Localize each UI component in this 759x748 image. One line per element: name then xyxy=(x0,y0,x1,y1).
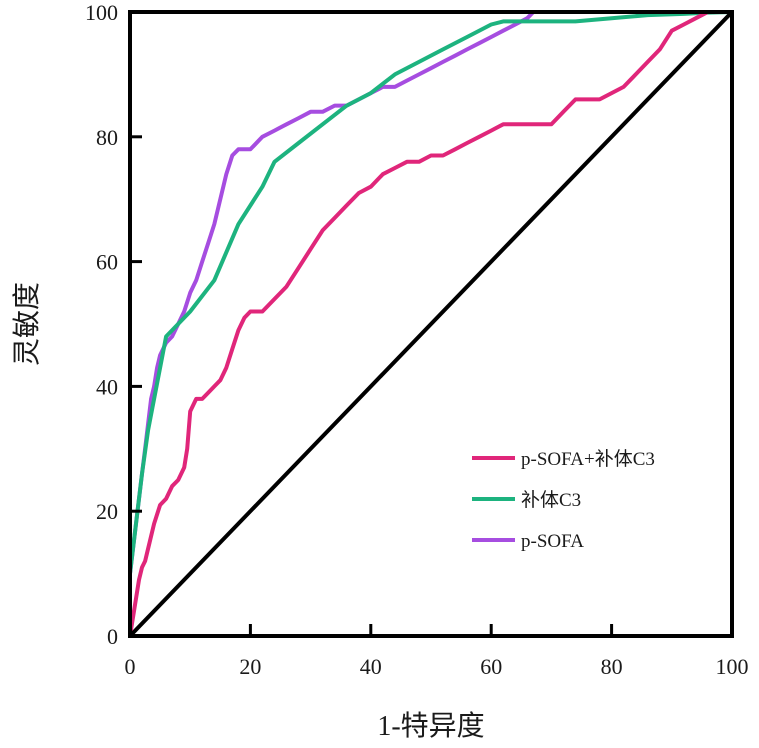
x-tick-label: 40 xyxy=(360,654,382,679)
reference-diagonal-line xyxy=(128,10,734,638)
plot-frame xyxy=(128,10,734,638)
y-tick-label: 100 xyxy=(85,0,118,25)
x-tick-label: 0 xyxy=(125,654,136,679)
y-tick-label: 0 xyxy=(107,624,118,649)
y-axis-ticks: 0 20 40 60 80 100 xyxy=(85,0,142,649)
legend-label: p-SOFA xyxy=(521,531,584,552)
x-tick-label: 60 xyxy=(480,654,502,679)
y-tick-label: 40 xyxy=(96,374,118,399)
series-line-补体C3 xyxy=(128,10,734,576)
legend-label: 补体C3 xyxy=(521,489,581,511)
x-tick-label: 100 xyxy=(716,654,749,679)
y-tick-label: 80 xyxy=(96,125,118,150)
x-tick-label: 20 xyxy=(239,654,261,679)
legend-label: p-SOFA+补体C3 xyxy=(521,448,655,470)
y-tick-label: 60 xyxy=(96,250,118,275)
x-tick-label: 80 xyxy=(601,654,623,679)
y-tick-label: 20 xyxy=(96,499,118,524)
series-line-p-SOFA+补体C3 xyxy=(128,10,734,638)
x-axis-ticks: 0 20 40 60 80 100 xyxy=(125,624,749,679)
legend: p-SOFA+补体C3 补体C3 p-SOFA xyxy=(472,448,655,552)
series-line-p-SOFA xyxy=(128,10,734,576)
x-axis-title: 1-特异度 xyxy=(377,710,484,742)
y-axis-title: 灵敏度 xyxy=(11,282,43,366)
series-layer xyxy=(128,10,734,638)
